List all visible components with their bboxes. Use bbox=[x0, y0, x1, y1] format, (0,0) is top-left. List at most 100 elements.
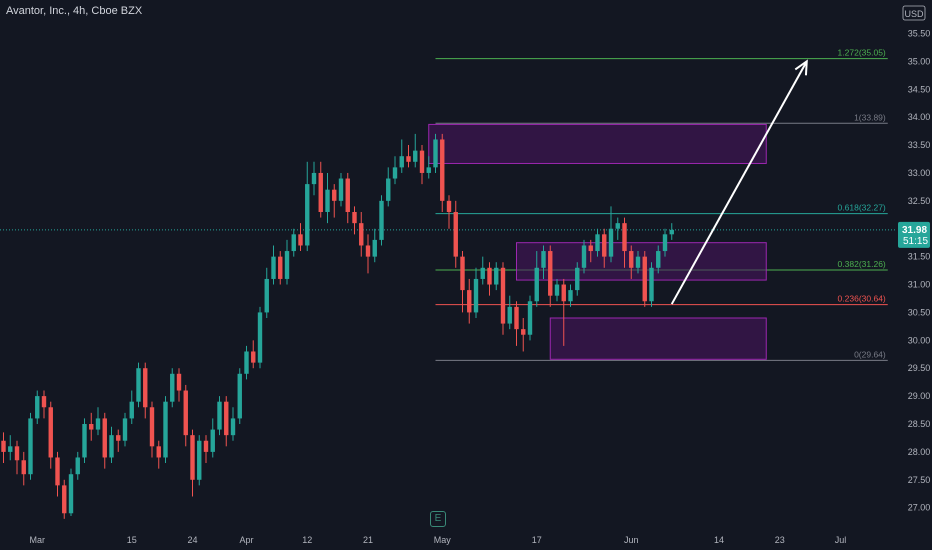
candle-body bbox=[514, 306, 519, 330]
candle-body bbox=[494, 267, 499, 285]
candle-body bbox=[615, 223, 620, 229]
candle-body bbox=[75, 457, 80, 475]
price-tick-label: 27.50 bbox=[908, 475, 931, 485]
time-tick-label: 14 bbox=[714, 535, 724, 545]
candle-body bbox=[662, 234, 668, 252]
countdown-timer: 51:15 bbox=[903, 236, 928, 247]
candle-body bbox=[35, 396, 40, 419]
price-tick-label: 34.00 bbox=[908, 112, 931, 122]
candle-body bbox=[183, 390, 188, 436]
price-tick-label: 31.00 bbox=[908, 280, 931, 290]
candle-body bbox=[419, 150, 425, 173]
candle-body bbox=[332, 189, 337, 201]
candle-body bbox=[109, 435, 114, 458]
price-axis: 27.00 27.50 28.00 28.50 29.00 29.50 30.00 30.50… bbox=[908, 28, 931, 512]
candle-body bbox=[122, 418, 128, 441]
time-tick-label: 12 bbox=[302, 535, 312, 545]
candle-body bbox=[278, 256, 283, 279]
price-tick-label: 30.50 bbox=[908, 307, 931, 317]
fib-level-label: 0.236(30.64) bbox=[838, 294, 886, 304]
candle-body bbox=[649, 267, 654, 302]
candle-body bbox=[311, 172, 317, 185]
candle-body bbox=[156, 446, 161, 458]
candle-body bbox=[291, 234, 296, 252]
candle-body bbox=[28, 418, 33, 475]
candle-body bbox=[527, 301, 533, 335]
candle-body bbox=[500, 267, 506, 324]
price-tick-label: 32.50 bbox=[908, 196, 931, 206]
current-price-value: 31.98 bbox=[902, 225, 927, 236]
price-tick-label: 28.00 bbox=[908, 447, 931, 457]
candle-body bbox=[575, 267, 580, 291]
candle-body bbox=[656, 251, 661, 268]
candle-body bbox=[386, 178, 391, 201]
candle-body bbox=[197, 440, 202, 480]
time-tick-label: 23 bbox=[775, 535, 785, 545]
candle-body bbox=[48, 407, 53, 458]
candle-body bbox=[588, 245, 593, 252]
time-tick-label: 24 bbox=[187, 535, 197, 545]
candle-body bbox=[170, 373, 175, 402]
candle-body bbox=[338, 178, 344, 201]
candle-body bbox=[406, 156, 411, 162]
current-price-badge: 31.98 51:15 bbox=[898, 221, 930, 248]
candle-body bbox=[642, 256, 647, 302]
zone-box bbox=[549, 317, 767, 360]
candle-body bbox=[669, 229, 674, 235]
candle-body bbox=[602, 234, 607, 257]
zone-box bbox=[516, 242, 767, 281]
currency-label[interactable]: USD bbox=[902, 5, 926, 21]
projection-arrow bbox=[670, 59, 808, 305]
candle-body bbox=[453, 212, 458, 257]
price-tick-label: 28.50 bbox=[908, 419, 931, 429]
candle-body bbox=[534, 267, 539, 302]
candle-body bbox=[1, 440, 6, 452]
price-tick-label: 33.50 bbox=[908, 140, 931, 150]
price-tick-label: 27.00 bbox=[908, 503, 931, 513]
candle-body bbox=[190, 435, 195, 480]
candle-body bbox=[298, 234, 303, 246]
candle-body bbox=[318, 172, 323, 212]
candle-body bbox=[521, 329, 526, 335]
candle-body bbox=[548, 251, 553, 296]
candle-body bbox=[14, 446, 20, 461]
time-tick-label: 21 bbox=[363, 535, 373, 545]
time-tick-label: 17 bbox=[532, 535, 542, 545]
candlesticks bbox=[1, 133, 674, 519]
candle-body bbox=[305, 184, 310, 246]
time-tick-label: Jun bbox=[624, 535, 639, 545]
time-tick-label: Mar bbox=[30, 535, 46, 545]
candle-body bbox=[608, 228, 614, 257]
candle-body bbox=[365, 245, 371, 257]
candle-body bbox=[257, 312, 263, 363]
candle-body bbox=[102, 418, 107, 458]
svg-text:USD: USD bbox=[904, 9, 924, 19]
candle-body bbox=[41, 396, 47, 408]
candle-body bbox=[372, 239, 377, 257]
fib-level-label: 1(33.89) bbox=[854, 112, 886, 122]
time-tick-label: Apr bbox=[239, 535, 253, 545]
supply-demand-zones bbox=[428, 123, 767, 360]
candle-body bbox=[176, 373, 182, 391]
candle-body bbox=[129, 401, 134, 419]
candle-body bbox=[399, 156, 404, 168]
candle-body bbox=[210, 429, 215, 452]
candle-body bbox=[629, 251, 634, 268]
candle-body bbox=[359, 223, 364, 246]
candle-body bbox=[541, 251, 546, 268]
candle-body bbox=[568, 290, 573, 302]
candle-body bbox=[379, 200, 384, 240]
fib-level-label: 0.382(31.26) bbox=[838, 259, 886, 269]
candle-body bbox=[507, 306, 512, 324]
candle-body bbox=[244, 351, 249, 374]
price-tick-label: 31.50 bbox=[908, 252, 931, 262]
price-tick-label: 34.50 bbox=[908, 84, 931, 94]
symbol-title: Avantor, Inc., 4h, Cboe BZX bbox=[6, 5, 143, 17]
time-axis: Mar 15 24 Apr 12 21 May 17 Jun 14 23 Jul bbox=[30, 535, 847, 545]
candle-body bbox=[595, 234, 600, 252]
candle-body bbox=[237, 373, 242, 419]
candle-body bbox=[230, 418, 236, 436]
candle-body bbox=[264, 278, 269, 313]
candle-body bbox=[284, 251, 290, 279]
